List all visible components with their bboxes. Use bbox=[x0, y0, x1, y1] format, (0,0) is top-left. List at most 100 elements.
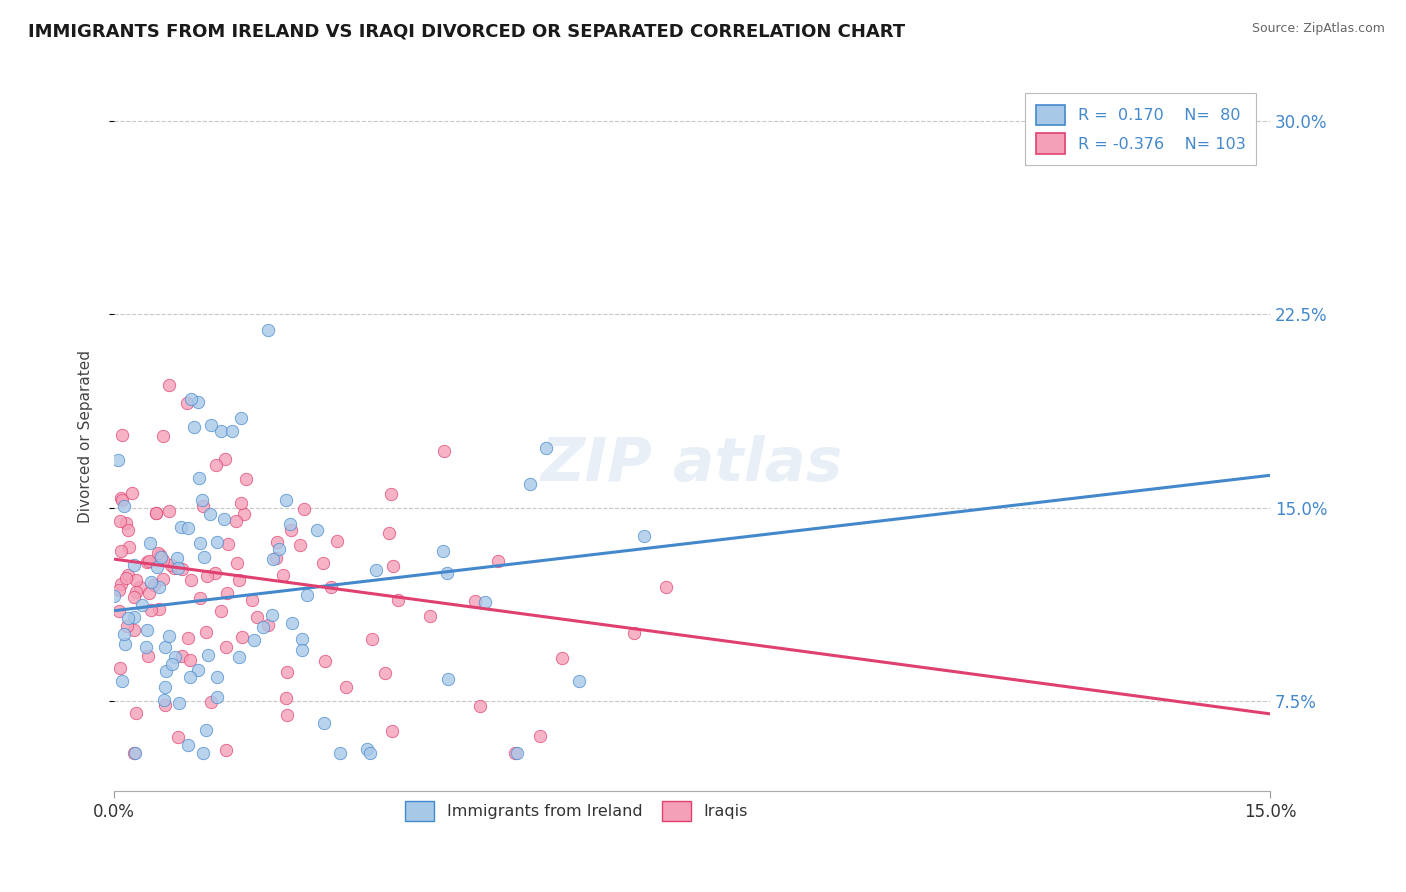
Point bbox=[381, 559, 404, 574]
Point bbox=[136, 623, 159, 637]
Point bbox=[200, 695, 222, 709]
Point bbox=[117, 523, 139, 537]
Text: IMMIGRANTS FROM IRELAND VS IRAQI DIVORCED OR SEPARATED CORRELATION CHART: IMMIGRANTS FROM IRELAND VS IRAQI DIVORCE… bbox=[28, 22, 905, 40]
Point bbox=[153, 698, 176, 712]
Point bbox=[266, 535, 288, 549]
Point bbox=[187, 394, 209, 409]
Text: ZIP atlas: ZIP atlas bbox=[541, 435, 844, 494]
Point bbox=[215, 640, 238, 654]
Point bbox=[276, 665, 298, 680]
Point bbox=[180, 392, 202, 406]
Point bbox=[280, 523, 302, 537]
Point bbox=[205, 535, 228, 549]
Point bbox=[155, 640, 177, 654]
Point bbox=[231, 495, 253, 509]
Point bbox=[209, 604, 232, 618]
Point bbox=[107, 452, 129, 467]
Point bbox=[291, 632, 314, 646]
Point bbox=[117, 611, 139, 625]
Point bbox=[193, 549, 215, 564]
Point bbox=[118, 540, 141, 554]
Point bbox=[122, 590, 145, 604]
Point bbox=[125, 585, 148, 599]
Point bbox=[157, 377, 180, 392]
Point bbox=[146, 560, 169, 574]
Point bbox=[110, 491, 132, 506]
Point bbox=[319, 580, 342, 594]
Point bbox=[335, 680, 357, 694]
Point bbox=[655, 580, 678, 594]
Point bbox=[256, 617, 278, 632]
Point bbox=[325, 534, 347, 549]
Point bbox=[235, 472, 257, 486]
Point bbox=[215, 585, 238, 599]
Point bbox=[519, 477, 541, 491]
Point bbox=[276, 708, 298, 723]
Point bbox=[361, 632, 384, 647]
Point bbox=[122, 623, 145, 637]
Point bbox=[128, 580, 150, 594]
Point bbox=[380, 487, 402, 501]
Point bbox=[381, 724, 404, 739]
Point bbox=[179, 670, 201, 684]
Point bbox=[191, 500, 214, 514]
Point bbox=[214, 512, 236, 526]
Point bbox=[551, 651, 574, 665]
Point bbox=[110, 577, 132, 591]
Point bbox=[240, 593, 263, 607]
Point bbox=[188, 471, 211, 485]
Point bbox=[152, 693, 174, 707]
Point bbox=[145, 506, 167, 520]
Point bbox=[231, 411, 253, 425]
Point bbox=[623, 626, 645, 640]
Point bbox=[205, 458, 228, 473]
Point bbox=[157, 503, 180, 517]
Point bbox=[292, 501, 315, 516]
Point bbox=[204, 566, 226, 581]
Point bbox=[436, 566, 458, 581]
Point bbox=[217, 537, 239, 551]
Point bbox=[228, 649, 250, 664]
Point bbox=[179, 653, 201, 667]
Point bbox=[190, 536, 212, 550]
Point bbox=[474, 595, 496, 609]
Point bbox=[433, 444, 456, 458]
Point bbox=[228, 573, 250, 587]
Point bbox=[262, 552, 284, 566]
Point bbox=[505, 746, 527, 760]
Point bbox=[505, 746, 527, 760]
Point bbox=[195, 569, 218, 583]
Point bbox=[232, 508, 254, 522]
Point bbox=[167, 561, 190, 575]
Point bbox=[108, 604, 131, 618]
Point bbox=[162, 561, 184, 575]
Y-axis label: Divorced or Separated: Divorced or Separated bbox=[79, 350, 93, 523]
Point bbox=[162, 657, 184, 671]
Point bbox=[264, 551, 287, 566]
Point bbox=[195, 723, 218, 738]
Point bbox=[122, 558, 145, 573]
Point bbox=[157, 629, 180, 643]
Point bbox=[169, 520, 191, 534]
Point bbox=[200, 417, 222, 432]
Point bbox=[141, 574, 163, 589]
Point bbox=[135, 640, 157, 654]
Point bbox=[464, 594, 486, 608]
Point bbox=[170, 562, 193, 576]
Point bbox=[197, 648, 219, 662]
Point bbox=[166, 550, 188, 565]
Point bbox=[148, 580, 170, 594]
Point bbox=[117, 568, 139, 582]
Point bbox=[280, 517, 302, 532]
Point bbox=[121, 486, 143, 500]
Point bbox=[124, 746, 146, 760]
Point bbox=[288, 538, 311, 552]
Point bbox=[148, 602, 170, 616]
Point bbox=[111, 428, 134, 442]
Point bbox=[115, 516, 138, 530]
Point bbox=[291, 643, 314, 657]
Point bbox=[107, 582, 129, 597]
Point bbox=[242, 632, 264, 647]
Point bbox=[314, 716, 336, 731]
Point bbox=[215, 743, 238, 757]
